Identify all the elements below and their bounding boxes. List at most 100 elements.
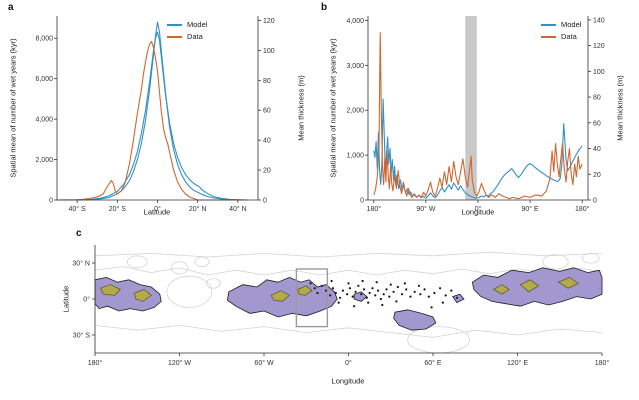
valley-dot [324,289,328,292]
x-tick-label: 0° [154,205,161,213]
valley-dot [419,293,422,296]
panel-c-map: 180° 120° W 60° W 0° 60° E 120° E 180° 30° N 0° 3… [72,245,609,367]
y-tick-label: 30° N [72,260,90,268]
valley-dot [450,289,453,292]
y-tick-label-right: 40 [593,146,601,153]
valley-dot [351,295,354,298]
x-tick-label: 90° E [522,205,540,213]
x-tick-label: 120° E [507,359,528,367]
valley-dot [444,294,447,297]
valley-dot [389,283,392,286]
valley-dot [396,285,399,289]
panel-b-xlabel: Longitude [461,207,495,217]
y-tick-label-left: 3,000 [346,63,364,70]
highlight-band [465,16,477,200]
y-tick-label-right: 120 [593,43,605,50]
model-line-swatch [167,23,182,26]
x-tick-label: 60° W [254,359,274,367]
panel-a-xlabel: Latitude [143,207,171,217]
series-model [56,31,248,201]
valley-dot [330,279,333,283]
x-tick-label: 60° E [424,359,442,367]
valley-dot [403,282,406,285]
y-tick-label-left: 1,000 [346,153,364,160]
valley-dot [385,288,388,291]
valley-dot [441,301,444,304]
x-tick-label: 90° W [416,205,436,213]
valley-dot [348,287,352,290]
panel-c-letter: c [76,228,82,239]
panel-a-chart: 40° S 20° S 0° 20° N 40° N 0 2,000 4,000 6,000 8,… [35,16,275,213]
panel-b-ylabel-left: Spatial mean of number of wet years (kyr… [328,38,338,178]
thick-deposit-patch [297,285,313,296]
panel-b-ylabel-right: Mean thickness (m) [615,75,625,141]
y-tick-label-right: 80 [263,78,271,85]
valley-dot [374,294,377,297]
valley-dot [341,289,344,292]
valley-dot [409,295,412,298]
y-tick-label-right: 120 [263,18,275,25]
legend-label-data: Data [561,32,577,41]
valley-dot [347,282,350,285]
topo-contour-line [94,324,603,338]
valley-dot [353,305,356,308]
valley-dot [365,296,368,299]
valley-dot [362,288,366,291]
panel-a-letter: a [8,2,14,13]
y-tick-label-right: 60 [263,108,271,115]
study-region-box [295,268,329,328]
valley-dot [360,293,363,296]
valley-dot [392,290,395,293]
valley-dot [413,290,416,293]
valley-dot [337,301,340,304]
y-tick-label-right: 60 [593,120,601,127]
y-tick-label-right: 140 [593,17,605,24]
y-tick-label-left: 2,000 [35,157,53,164]
x-tick-label: 180° [367,205,382,213]
y-tick-label-left: 0 [360,198,364,205]
series-data [57,40,248,201]
valley-dot [382,293,385,296]
valley-dot [427,295,430,298]
x-tick-label: 20° N [189,205,207,213]
panel-b-legend: Model Data [541,20,581,41]
topo-contour-circle [407,326,471,354]
valley-dot [417,284,421,287]
thick-deposit-patch [100,284,121,296]
y-tick-label-left: 0 [49,198,53,205]
legend-label-data: Data [187,32,203,41]
valley-dot [334,291,337,295]
valley-dot [371,287,374,290]
topo-contour-line [94,266,603,276]
legend-row-data: Data [541,32,581,41]
legend-label-model: Model [561,20,582,29]
valley-dot [331,287,335,290]
valley-dot [388,295,391,298]
y-tick-label-right: 0 [593,198,597,205]
valley-dot [376,289,380,292]
series-model [373,98,583,199]
valley-dot [395,300,398,303]
panel-b-letter: b [321,2,328,13]
panel-a-ylabel-left: Spatial mean of number of wet years (kyr… [8,38,18,178]
panel-c-xlabel: Longitude [331,376,365,386]
y-tick-label-left: 4,000 [346,18,364,25]
series-data [373,32,583,200]
y-tick-label-right: 20 [263,168,271,175]
valley-dot [367,301,370,304]
series-model [56,21,248,201]
y-tick-label-left: 8,000 [35,36,53,43]
legend-row-data: Data [167,32,207,41]
legend-row-model: Model [541,20,581,29]
x-tick-label: 40° S [68,205,86,213]
topo-contour-circle [194,256,210,268]
x-tick-label: 20° S [109,205,127,213]
y-tick-label: 0° [83,296,90,304]
y-tick-label-left: 4,000 [35,117,53,124]
x-tick-label: 180° [88,359,103,367]
valley-dot [320,284,323,287]
valley-dot [430,306,433,309]
y-tick-label-right: 40 [263,138,271,145]
x-tick-label: 180° [575,205,590,213]
